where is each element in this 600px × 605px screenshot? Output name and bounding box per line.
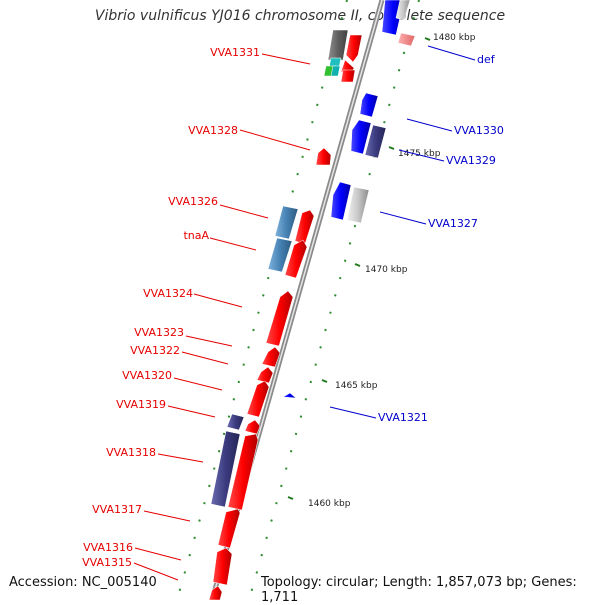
gene-label-vva1326[interactable]: VVA1326 bbox=[168, 195, 218, 208]
gene-vva1327-arrow bbox=[330, 181, 352, 221]
right-leader-lines bbox=[329, 45, 476, 419]
gene-arrow bbox=[244, 419, 261, 435]
gene-arrow bbox=[227, 433, 259, 511]
gene-tnaA-block bbox=[267, 237, 293, 273]
gene-teal-block bbox=[330, 65, 341, 77]
gene-label-vva1316[interactable]: VVA1316 bbox=[83, 541, 133, 554]
reverse-strand-genes bbox=[282, 0, 416, 399]
gene-vva1321-arrow bbox=[282, 392, 297, 399]
gene-vva1326-block bbox=[274, 205, 299, 240]
gene-vva1318-block bbox=[226, 413, 245, 431]
gene-vva1320-arrow bbox=[256, 366, 274, 384]
scale-label-1470: 1470 kbp bbox=[365, 265, 408, 275]
gene-label-vva1322[interactable]: VVA1322 bbox=[130, 344, 180, 357]
gene-label-vva1319[interactable]: VVA1319 bbox=[116, 398, 166, 411]
gene-tnaA-arrow bbox=[284, 239, 308, 279]
gene-label-vva1323[interactable]: VVA1323 bbox=[134, 326, 184, 339]
gene-vva1319-arrow bbox=[246, 380, 270, 418]
gene-label-vva1330[interactable]: VVA1330 bbox=[454, 124, 504, 137]
gene-vva1318-slate bbox=[210, 430, 241, 508]
accession-label: Accession: NC_005140 bbox=[9, 575, 157, 590]
gene-vva1324-arrow bbox=[265, 290, 294, 347]
gene-label-vva1320[interactable]: VVA1320 bbox=[122, 369, 172, 382]
gene-label-vva1317[interactable]: VVA1317 bbox=[92, 503, 142, 516]
gene-label-vva1321[interactable]: VVA1321 bbox=[378, 411, 428, 424]
scale-tick bbox=[321, 379, 328, 383]
gene-label-vva1331[interactable]: VVA1331 bbox=[210, 46, 260, 59]
gene-vva1317-arrow bbox=[217, 508, 241, 549]
scale-tick bbox=[354, 263, 361, 267]
gene-arrow bbox=[294, 209, 315, 245]
gene-vva1323-arrow bbox=[261, 346, 281, 368]
gene-label-tnaa[interactable]: tnaA bbox=[183, 229, 209, 242]
topology-label: Topology: circular; Length: 1,857,073 bp… bbox=[261, 575, 577, 605]
gene-label-def[interactable]: def bbox=[477, 53, 496, 66]
gene-gray-block bbox=[395, 0, 411, 21]
scale-tick bbox=[388, 146, 395, 150]
scale-label-1475: 1475 kbp bbox=[398, 149, 441, 159]
gene-label-vva1315[interactable]: VVA1315 bbox=[82, 556, 132, 569]
gene-label-vva1318[interactable]: VVA1318 bbox=[106, 446, 156, 459]
scale-label-1480: 1480 kbp bbox=[433, 33, 476, 43]
forward-strand-genes bbox=[208, 29, 363, 600]
gene-label-vva1327[interactable]: VVA1327 bbox=[428, 217, 478, 230]
gene-vva1329-slate bbox=[364, 124, 387, 159]
gene-vva1329-arrow bbox=[350, 119, 372, 155]
gene-arrow bbox=[345, 34, 363, 63]
gene-label-vva1324[interactable]: VVA1324 bbox=[143, 287, 193, 300]
scale-label-1460: 1460 kbp bbox=[308, 499, 351, 509]
scale-ticks bbox=[287, 37, 431, 500]
scale-tick bbox=[287, 496, 294, 500]
left-leader-lines bbox=[133, 53, 311, 581]
gene-label-vva1329[interactable]: VVA1329 bbox=[446, 154, 496, 167]
gene-vva1328-arrow bbox=[315, 147, 332, 166]
gene-vva1316-arrow bbox=[212, 547, 233, 586]
gene-vva1315-arrow bbox=[208, 585, 223, 600]
gene-vva1330-arrow bbox=[359, 92, 379, 118]
scale-tick bbox=[424, 37, 431, 41]
gene-vva1327-gray bbox=[346, 186, 370, 224]
gene-def-pink bbox=[397, 32, 416, 47]
gene-label-vva1328[interactable]: VVA1328 bbox=[188, 124, 238, 137]
gene-vva1331-block bbox=[327, 29, 349, 61]
gene-arrow bbox=[340, 69, 356, 83]
scale-label-1465: 1465 kbp bbox=[335, 381, 378, 391]
